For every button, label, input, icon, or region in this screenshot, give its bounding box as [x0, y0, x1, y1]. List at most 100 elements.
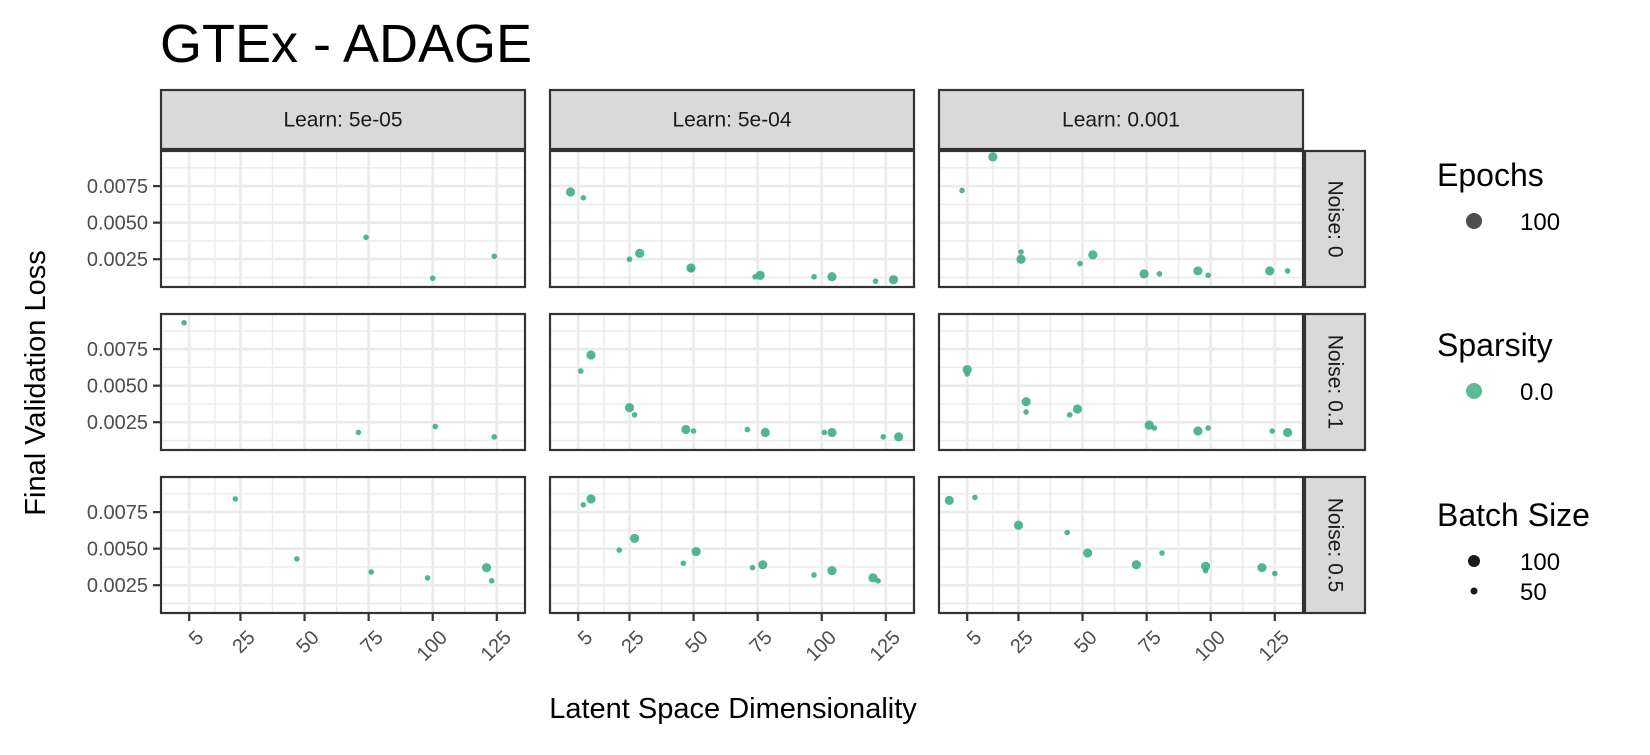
data-point [1023, 409, 1029, 415]
data-point [1088, 250, 1098, 260]
panel-background [550, 477, 914, 613]
data-point [481, 563, 492, 573]
legend-label: 100 [1520, 209, 1560, 236]
x-tick-label: 125 [866, 627, 905, 666]
panel-border [937, 149, 1305, 289]
panel-background [550, 151, 914, 287]
data-point [964, 371, 970, 377]
data-point [1265, 266, 1275, 276]
data-point [1193, 426, 1203, 436]
y-axis-title: Final Validation Loss [20, 250, 52, 515]
data-point [577, 368, 584, 374]
data-point [491, 434, 498, 440]
data-point [827, 272, 837, 282]
legend-title: Epochs [1437, 157, 1544, 193]
x-tick-label: 75 [356, 627, 387, 658]
data-point [1077, 260, 1083, 267]
legend-title: Batch Size [1437, 497, 1590, 533]
data-point [680, 560, 687, 567]
x-tick-label: 125 [477, 627, 516, 666]
data-point [1159, 550, 1165, 556]
data-point [294, 556, 300, 562]
x-tick-label: 5 [963, 627, 986, 650]
facet-strip-col [937, 88, 1305, 151]
facet-panel [159, 475, 527, 615]
panels-layer [159, 149, 1305, 615]
legend-label: 50 [1520, 579, 1547, 606]
data-point [988, 152, 998, 162]
chart-title: GTEx - ADAGE [160, 14, 532, 74]
panel-background [550, 314, 914, 450]
data-point [875, 578, 881, 584]
data-point [1072, 404, 1083, 414]
x-tick-label: 5 [185, 627, 208, 650]
x-tick-label: 25 [617, 627, 648, 658]
legend-label: 100 [1520, 549, 1560, 576]
data-point [635, 248, 645, 258]
panel-border [159, 149, 527, 289]
data-point [972, 494, 978, 501]
x-tick-label: 50 [681, 627, 712, 658]
data-point [827, 565, 837, 576]
data-point [749, 564, 756, 571]
legend-key [1470, 587, 1478, 595]
x-tick-label: 100 [413, 627, 452, 666]
legend-label: 0.0 [1520, 379, 1553, 406]
data-point [1066, 412, 1073, 418]
panel-background [161, 314, 525, 450]
data-point [1156, 271, 1163, 277]
data-point [827, 427, 837, 438]
legend-title: Sparsity [1437, 327, 1553, 363]
data-point [1064, 529, 1070, 536]
data-point [868, 573, 878, 583]
data-point [580, 194, 587, 201]
x-tick-label: 5 [574, 627, 597, 650]
data-point [811, 273, 817, 280]
data-point [1018, 249, 1024, 255]
data-point [744, 426, 751, 433]
y-tick-label: 0.0075 [87, 502, 148, 524]
panel-border [548, 475, 916, 615]
data-point [631, 412, 638, 418]
facet-strip-label: Learn: 0.001 [1062, 109, 1180, 132]
data-point [1139, 269, 1149, 279]
facet-panel [159, 149, 527, 289]
data-point [688, 266, 694, 273]
data-point [624, 402, 635, 413]
y-tick-label: 0.0025 [87, 412, 148, 434]
x-tick-label: 100 [1191, 627, 1230, 666]
panel-border [937, 312, 1305, 452]
panel-border [548, 149, 916, 289]
legend-key [1466, 383, 1482, 399]
data-point [1013, 520, 1024, 530]
data-point [1283, 427, 1293, 438]
data-point [363, 234, 369, 241]
facet-strips: Learn: 5e-05 Learn: 5e-04 Learn: 0.001 Nois… [159, 88, 1367, 615]
y-tick-label: 0.0075 [87, 339, 148, 361]
data-point [1151, 425, 1158, 431]
data-point [821, 429, 828, 436]
panel-background [939, 477, 1303, 613]
x-tick-label: 25 [228, 627, 259, 658]
y-tick-label: 0.0025 [87, 249, 148, 271]
data-point [872, 278, 879, 284]
data-point [629, 533, 640, 544]
data-point [432, 423, 439, 430]
y-tick-label: 0.0075 [87, 176, 148, 198]
data-point [1131, 560, 1141, 570]
y-tick-label: 0.0050 [87, 539, 148, 561]
data-point [368, 569, 374, 575]
legend-group: Batch Size 100 50 [1437, 497, 1590, 606]
data-point [424, 575, 431, 581]
data-point [690, 428, 697, 434]
data-point [1269, 428, 1276, 434]
facet-strip-label: Learn: 5e-05 [283, 109, 402, 132]
y-tick-label: 0.0050 [87, 213, 148, 235]
data-point [488, 578, 495, 584]
data-point [691, 546, 701, 557]
data-point [944, 495, 954, 505]
data-point [760, 427, 770, 438]
facet-strip-label: Noise: 0 [1324, 180, 1347, 257]
data-point [491, 253, 498, 260]
